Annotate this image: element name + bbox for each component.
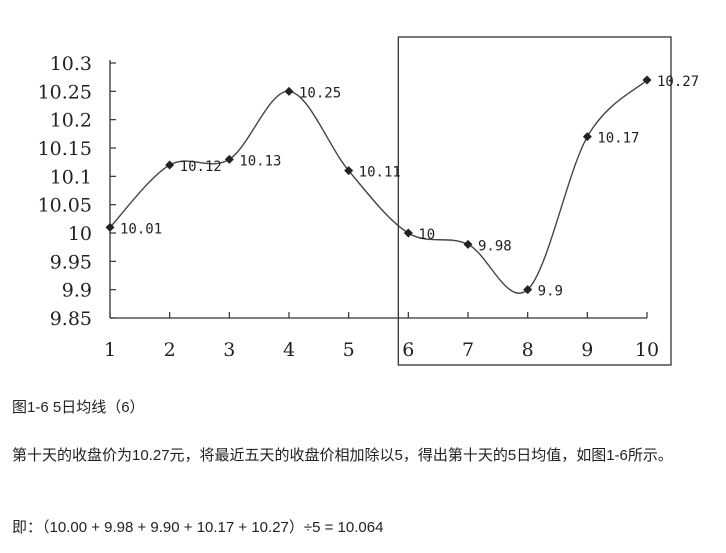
x-tick-label: 4 [283,339,295,361]
data-label: 10.27 [657,74,699,90]
data-point [224,154,234,164]
y-tick-label: 10.05 [38,195,92,217]
data-point [463,239,473,249]
data-point [403,228,413,238]
data-point [284,86,294,96]
y-tick-label: 9.9 [62,280,92,302]
x-tick-label: 5 [343,339,355,361]
x-tick-label: 6 [402,339,414,361]
y-tick-label: 9.85 [50,308,92,330]
chart: 10.3 10.25 10.2 10.15 10.1 10.05 10 9.95 9.9 9.85… [38,36,699,366]
x-tick-label: 8 [522,339,534,361]
data-label: 10.25 [299,85,341,101]
figure-caption: 图1-6 5日均线（6） [12,399,145,416]
y-tick-label: 10.2 [50,110,92,132]
x-tick-label: 3 [223,339,235,361]
data-label: 10.13 [239,153,281,169]
data-label: 9.9 [538,284,563,300]
x-tick-label: 7 [462,339,474,361]
y-tick-label: 10.25 [38,81,92,103]
y-tick-label: 10.15 [38,138,92,160]
x-tick-label: 2 [164,339,176,361]
data-label: 9.98 [478,238,512,254]
x-tick-label: 9 [581,339,593,361]
line-chart: 10.310.2510.210.1510.110.05109.959.99.85… [38,36,699,366]
data-point [582,132,592,142]
x-tick-label: 10 [635,339,659,361]
data-point [105,222,115,232]
data-point [642,75,652,85]
data-point [344,166,354,176]
y-tick-label: 10.3 [50,53,92,75]
body-paragraph: 第十天的收盘价为10.27元，将最近五天的收盘价相加除以5，得出第十天的5日均值… [12,447,673,464]
data-label: 10.11 [359,165,401,181]
series-line [109,79,648,294]
data-label: 10 [418,227,435,243]
x-tick-label: 1 [104,339,116,361]
data-label: 10.01 [120,221,162,237]
data-label: 10.12 [180,159,222,175]
data-point [523,285,533,295]
y-tick-label: 9.95 [50,251,92,273]
data-point [165,160,175,170]
data-label: 10.17 [597,131,639,147]
y-tick-label: 10.1 [50,166,92,188]
highlight-box [397,36,672,366]
y-tick-label: 10 [68,223,92,245]
formula-line: 即：（10.00 + 9.98 + 9.90 + 10.17 + 10.27）÷… [12,519,384,536]
